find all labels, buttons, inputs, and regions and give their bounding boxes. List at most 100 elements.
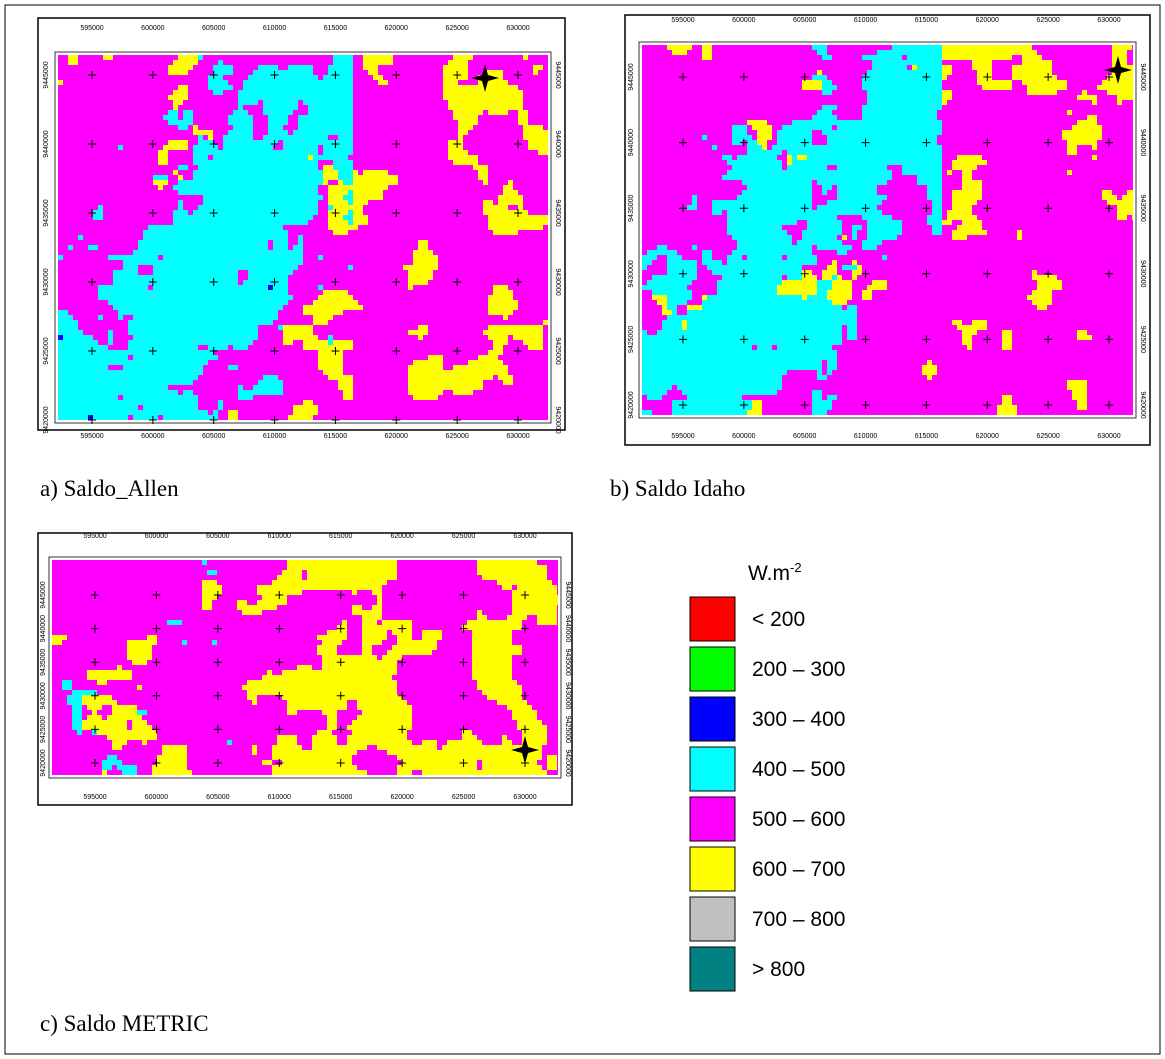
- map-pixel: [308, 405, 313, 410]
- map-pixel: [662, 300, 667, 305]
- map-pixel: [932, 200, 937, 205]
- map-pixel: [238, 310, 243, 315]
- map-pixel: [328, 185, 333, 190]
- map-pixel: [782, 270, 787, 275]
- map-pixel: [98, 375, 103, 380]
- map-pixel: [687, 295, 692, 300]
- map-pixel: [752, 220, 757, 225]
- map-pixel: [772, 195, 777, 200]
- map-pixel: [258, 290, 263, 295]
- map-pixel: [238, 175, 243, 180]
- map-pixel: [483, 365, 488, 370]
- map-pixel: [113, 285, 118, 290]
- map-pixel: [118, 275, 123, 280]
- map-pixel: [797, 280, 802, 285]
- map-pixel: [273, 165, 278, 170]
- map-pixel: [458, 155, 463, 160]
- map-pixel: [173, 300, 178, 305]
- map-pixel: [887, 60, 892, 65]
- map-pixel: [123, 395, 128, 400]
- map-pixel: [902, 45, 907, 50]
- map-pixel: [727, 220, 732, 225]
- map-pixel: [153, 175, 158, 180]
- map-pixel: [328, 225, 333, 230]
- map-pixel: [283, 250, 288, 255]
- map-pixel: [338, 355, 343, 360]
- map-pixel: [203, 320, 208, 325]
- map-pixel: [278, 265, 283, 270]
- map-pixel: [183, 180, 188, 185]
- map-pixel: [498, 195, 503, 200]
- map-pixel: [742, 260, 747, 265]
- map-pixel: [333, 80, 338, 85]
- map-pixel: [283, 325, 288, 330]
- map-pixel: [782, 195, 787, 200]
- map-pixel: [438, 365, 443, 370]
- map-pixel: [478, 110, 483, 115]
- map-pixel: [223, 65, 228, 70]
- map-pixel: [318, 350, 323, 355]
- map-pixel: [353, 305, 358, 310]
- map-pixel: [303, 115, 308, 120]
- map-pixel: [932, 195, 937, 200]
- map-pixel: [338, 85, 343, 90]
- map-pixel: [777, 255, 782, 260]
- map-pixel: [977, 225, 982, 230]
- map-pixel: [732, 165, 737, 170]
- map-pixel: [273, 250, 278, 255]
- map-pixel: [143, 355, 148, 360]
- map-pixel: [483, 210, 488, 215]
- map-pixel: [458, 95, 463, 100]
- map-pixel: [228, 210, 233, 215]
- map-pixel: [283, 330, 288, 335]
- map-pixel: [288, 265, 293, 270]
- map-pixel: [458, 125, 463, 130]
- map-pixel: [867, 55, 872, 60]
- map-pixel: [498, 375, 503, 380]
- map-pixel: [493, 310, 498, 315]
- map-pixel: [188, 315, 193, 320]
- map-pixel: [887, 115, 892, 120]
- map-pixel: [283, 180, 288, 185]
- map-pixel: [218, 200, 223, 205]
- map-pixel: [208, 195, 213, 200]
- map-pixel: [158, 310, 163, 315]
- map-pixel: [817, 290, 822, 295]
- map-pixel: [473, 160, 478, 165]
- map-pixel: [238, 385, 243, 390]
- map-pixel: [857, 140, 862, 145]
- map-pixel: [917, 70, 922, 75]
- map-pixel: [887, 130, 892, 135]
- map-pixel: [807, 190, 812, 195]
- map-pixel: [163, 255, 168, 260]
- map-pixel: [947, 95, 952, 100]
- map-pixel: [148, 305, 153, 310]
- map-pixel: [742, 155, 747, 160]
- x-tick-label: 600000: [141, 25, 164, 32]
- map-pixel: [278, 210, 283, 215]
- map-pixel: [278, 380, 283, 385]
- map-pixel: [178, 415, 183, 420]
- map-pixel: [338, 105, 343, 110]
- map-pixel: [253, 300, 258, 305]
- map-pixel: [782, 250, 787, 255]
- map-pixel: [263, 285, 268, 290]
- map-pixel: [847, 145, 852, 150]
- map-pixel: [283, 185, 288, 190]
- map-pixel: [797, 175, 802, 180]
- map-pixel: [348, 340, 353, 345]
- map-pixel: [1032, 295, 1037, 300]
- map-pixel: [418, 375, 423, 380]
- map-pixel: [937, 120, 942, 125]
- map-pixel: [682, 290, 687, 295]
- map-pixel: [223, 155, 228, 160]
- map-pixel: [932, 55, 937, 60]
- map-pixel: [138, 365, 143, 370]
- map-pixel: [498, 220, 503, 225]
- map-pixel: [343, 295, 348, 300]
- map-pixel: [323, 370, 328, 375]
- map-pixel: [333, 220, 338, 225]
- map-pixel: [188, 310, 193, 315]
- map-pixel: [353, 225, 358, 230]
- map-pixel: [243, 190, 248, 195]
